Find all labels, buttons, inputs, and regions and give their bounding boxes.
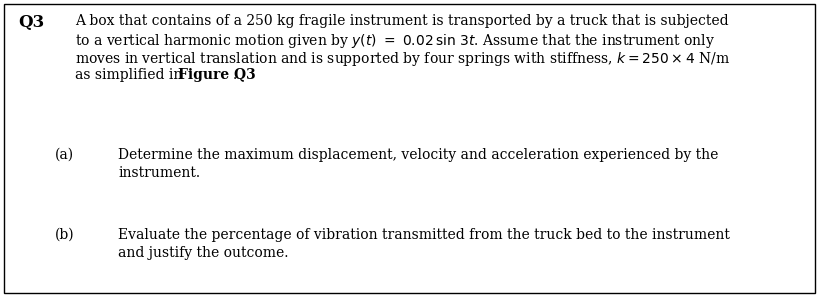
Text: Determine the maximum displacement, velocity and acceleration experienced by the: Determine the maximum displacement, velo… (118, 148, 718, 162)
Text: to a vertical harmonic motion given by $y(t)\ =\ 0.02\,\sin\,3t$. Assume that th: to a vertical harmonic motion given by $… (75, 32, 715, 50)
Text: .: . (233, 68, 237, 82)
Text: moves in vertical translation and is supported by four springs with stiffness, $: moves in vertical translation and is sup… (75, 50, 731, 68)
Text: Figure Q3: Figure Q3 (178, 68, 256, 82)
Text: instrument.: instrument. (118, 166, 200, 180)
Text: Evaluate the percentage of vibration transmitted from the truck bed to the instr: Evaluate the percentage of vibration tra… (118, 228, 730, 242)
Text: (a): (a) (55, 148, 75, 162)
Text: (b): (b) (55, 228, 75, 242)
Text: A box that contains of a 250 kg fragile instrument is transported by a truck tha: A box that contains of a 250 kg fragile … (75, 14, 729, 28)
Text: and justify the outcome.: and justify the outcome. (118, 246, 288, 260)
Text: Q3: Q3 (18, 14, 44, 31)
Text: as simplified in: as simplified in (75, 68, 187, 82)
